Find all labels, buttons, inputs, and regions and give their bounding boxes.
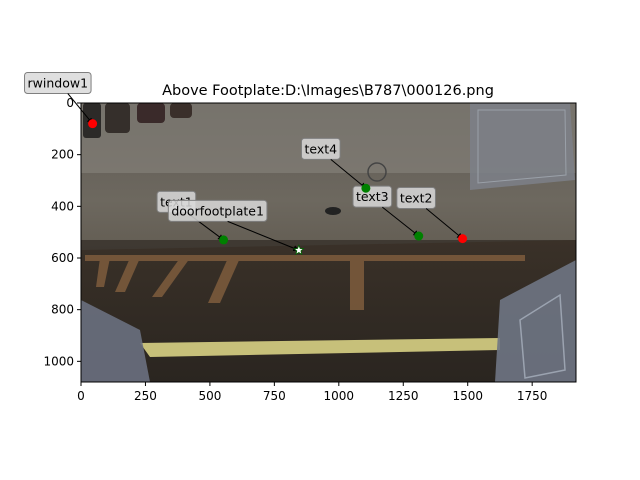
annotation-box (300, 137, 341, 160)
annotation-box (396, 186, 436, 209)
data-markers (88, 119, 468, 256)
chart-title: Above Footplate:D:\Images\B787\000126.pn… (162, 83, 494, 99)
annotation-arrow (227, 220, 300, 252)
y-tick-label: 200 (51, 148, 74, 162)
axes-frame (80, 102, 577, 383)
annotation-label: text2 (400, 190, 433, 205)
annotation-label: text3 (356, 189, 389, 204)
y-axis-ticks: 0 200 400 600 800 1000 (43, 96, 81, 368)
marker-doorfootplate1 (293, 244, 305, 256)
annotations: rwindow1text4text1doorfootplate1text3tex… (24, 72, 464, 252)
annotation-label: doorfootplate1 (171, 203, 264, 218)
marker-text2 (458, 234, 468, 244)
annotation-arrow (425, 208, 464, 240)
y-tick-label: 800 (51, 303, 74, 317)
y-tick-label: 0 (66, 96, 74, 110)
marker-text1 (219, 235, 229, 245)
x-axis-ticks: 0 250 500 750 1000 1250 1500 1750 (77, 382, 547, 403)
annotation-arrow (382, 206, 420, 237)
marker-text3 (414, 231, 424, 241)
x-tick-label: 1250 (388, 389, 419, 403)
x-tick-label: 1750 (517, 389, 548, 403)
annotation-box (352, 185, 393, 208)
annotation-label: rwindow1 (28, 76, 89, 91)
x-tick-label: 1500 (452, 389, 483, 403)
y-tick-label: 400 (51, 199, 74, 213)
annotation-arrow (67, 93, 93, 125)
x-tick-label: 750 (263, 389, 286, 403)
x-tick-label: 500 (198, 389, 221, 403)
marker-rwindow1 (88, 119, 98, 129)
annotation-arrow (330, 158, 367, 189)
x-tick-label: 250 (134, 389, 157, 403)
y-tick-label: 600 (51, 251, 74, 265)
annotation-box (167, 199, 268, 222)
x-tick-label: 0 (77, 389, 85, 403)
x-tick-label: 1000 (324, 389, 355, 403)
annotation-label: text4 (304, 141, 337, 156)
marker-text4 (361, 183, 371, 193)
y-tick-label: 1000 (43, 354, 74, 368)
annotation-box (24, 72, 92, 94)
